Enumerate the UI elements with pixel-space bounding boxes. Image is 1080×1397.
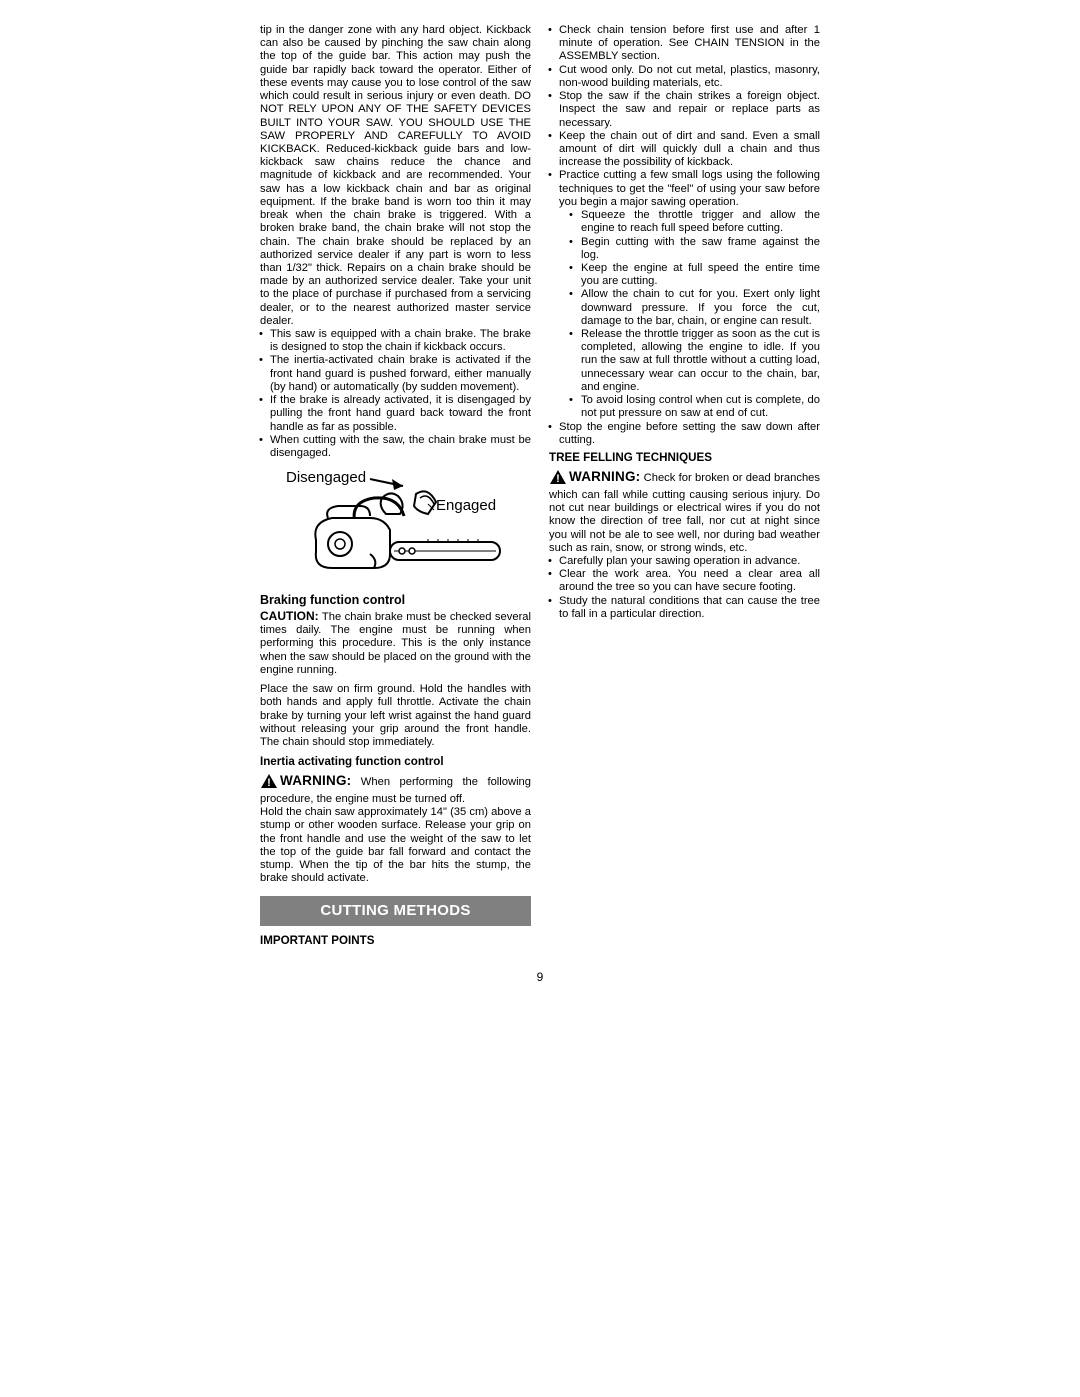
list-item: Stop the saw if the chain strikes a fore… [549,90,820,130]
cutting-methods-banner: CUTTING METHODS [260,896,531,927]
page-columns: tip in the danger zone with any hard obj… [260,24,820,964]
engaged-label: Engaged [436,497,496,514]
tree-felling-heading: TREE FELLING TECHNIQUES [549,451,820,465]
braking-heading: Braking function control [260,593,531,608]
chainsaw-svg: Disengaged Engaged [278,468,513,583]
page-number: 9 [0,970,1080,984]
list-item: To avoid losing control when cut is comp… [559,394,820,420]
svg-text:!: ! [556,473,560,485]
list-item: Release the throttle trigger as soon as … [559,328,820,394]
list-item: Practice cutting a few small logs using … [549,169,820,420]
list-item: If the brake is already activated, it is… [260,394,531,434]
tree-felling-list: Carefully plan your sawing operation in … [549,555,820,621]
warning-icon: ! [260,773,278,793]
list-item: Squeeze the throttle trigger and allow t… [559,209,820,235]
chain-brake-bullets: This saw is equipped with a chain brake.… [260,328,531,460]
warning-label: WARNING: [280,773,351,788]
warning-2: ! WARNING: Check for broken or dead bran… [549,469,820,555]
list-item: Carefully plan your sawing operation in … [549,555,820,568]
list-item: Begin cutting with the saw frame against… [559,236,820,262]
important-points-heading: IMPORTANT POINTS [260,934,531,948]
list-item: Check chain tension before first use and… [549,24,820,64]
disengaged-label: Disengaged [286,469,366,486]
important-points-list: Check chain tension before first use and… [549,24,820,447]
inertia-heading: Inertia activating function control [260,755,531,769]
hold-saw-paragraph: Hold the chain saw approximately 14" (35… [260,806,531,885]
practice-sublist: Squeeze the throttle trigger and allow t… [559,209,820,421]
list-item: This saw is equipped with a chain brake.… [260,328,531,354]
place-saw-paragraph: Place the saw on firm ground. Hold the h… [260,683,531,749]
list-item: The inertia-activated chain brake is act… [260,354,531,394]
list-item: Allow the chain to cut for you. Exert on… [559,288,820,328]
warning-label: WARNING: [569,469,640,484]
svg-text:!: ! [267,777,271,789]
caution-paragraph: CAUTION: The chain brake must be checked… [260,609,531,677]
caution-label: CAUTION: [260,609,319,623]
chainsaw-figure: Disengaged Engaged [260,468,531,583]
list-item: When cutting with the saw, the chain bra… [260,434,531,460]
list-item: Cut wood only. Do not cut metal, plastic… [549,64,820,90]
practice-text: Practice cutting a few small logs using … [559,169,820,207]
warning-1: ! WARNING: When performing the following… [260,773,531,806]
lead-paragraph: tip in the danger zone with any hard obj… [260,24,531,328]
list-item: Keep the chain out of dirt and sand. Eve… [549,130,820,170]
warning-icon: ! [549,469,567,489]
list-item: Stop the engine before setting the saw d… [549,421,820,447]
list-item: Keep the engine at full speed the entire… [559,262,820,288]
list-item: Clear the work area. You need a clear ar… [549,568,820,594]
list-item: Study the natural conditions that can ca… [549,595,820,621]
